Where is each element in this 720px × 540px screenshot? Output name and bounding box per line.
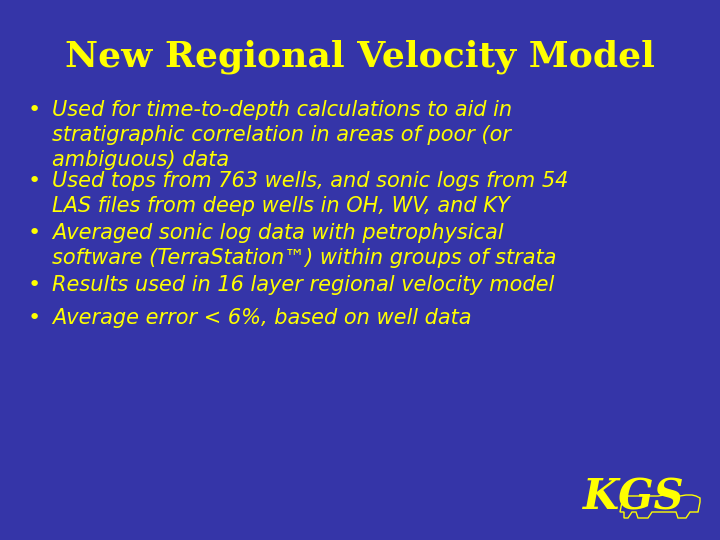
Text: •: • [28, 308, 41, 328]
Text: Results used in 16 layer regional velocity model: Results used in 16 layer regional veloci… [52, 275, 554, 295]
Text: Used tops from 763 wells, and sonic logs from 54
LAS files from deep wells in OH: Used tops from 763 wells, and sonic logs… [52, 171, 568, 216]
Text: KGS: KGS [583, 476, 685, 518]
Text: •: • [28, 275, 41, 295]
Text: •: • [28, 171, 41, 191]
Text: Averaged sonic log data with petrophysical
software (TerraStation™) within group: Averaged sonic log data with petrophysic… [52, 223, 557, 268]
Text: Average error < 6%, based on well data: Average error < 6%, based on well data [52, 308, 472, 328]
Text: New Regional Velocity Model: New Regional Velocity Model [65, 40, 655, 75]
Text: •: • [28, 223, 41, 243]
Text: •: • [28, 100, 41, 120]
Text: Used for time-to-depth calculations to aid in
stratigraphic correlation in areas: Used for time-to-depth calculations to a… [52, 100, 512, 170]
